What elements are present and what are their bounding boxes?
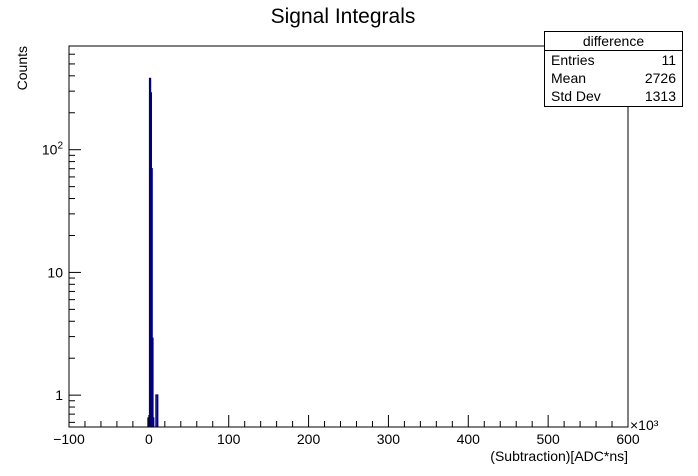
stats-entries-label: Entries — [551, 52, 595, 68]
y-tick-label: 102 — [42, 141, 64, 158]
histogram-bin — [150, 167, 153, 427]
histogram-bin — [152, 417, 155, 427]
x-tick-label: 200 — [297, 431, 321, 447]
chart-title: Signal Integrals — [271, 5, 416, 28]
stats-std-value: 1313 — [644, 88, 676, 104]
x-tick-label: 400 — [457, 431, 481, 447]
stats-entries-value: 11 — [661, 52, 676, 68]
y-tick-label: 1 — [55, 387, 63, 403]
x-tick-label: 0 — [145, 431, 153, 447]
stats-entries-row: Entries 11 — [545, 51, 682, 69]
y-axis-label: Counts — [14, 46, 30, 90]
stats-mean-row: Mean 2726 — [545, 69, 682, 87]
x-tick-label: 100 — [217, 431, 241, 447]
y-tick-label: 10 — [47, 264, 63, 280]
stats-mean-label: Mean — [551, 70, 587, 86]
stats-mean-value: 2726 — [644, 70, 676, 86]
stats-std-row: Std Dev 1313 — [545, 87, 682, 105]
histogram-bins — [147, 77, 159, 427]
stats-title: difference — [545, 32, 682, 51]
x-tick-label: 500 — [536, 431, 560, 447]
stats-std-label: Std Dev — [551, 88, 601, 104]
x-axis-label: (Subtraction)[ADC*ns] — [490, 448, 628, 464]
histogram-bin — [155, 394, 159, 427]
x-multiplier-label: ×10³ — [630, 417, 659, 433]
plot-frame — [68, 45, 629, 428]
x-tick-label: 300 — [377, 431, 401, 447]
histogram-bin — [151, 337, 154, 427]
stats-box: difference Entries 11 Mean 2726 Std Dev … — [544, 31, 683, 107]
x-tick-label: −100 — [53, 431, 85, 447]
x-tick-label: 600 — [616, 431, 640, 447]
axis-ticks: −100 0 100 200 300 400 500 600 1 10 102 — [42, 45, 640, 447]
